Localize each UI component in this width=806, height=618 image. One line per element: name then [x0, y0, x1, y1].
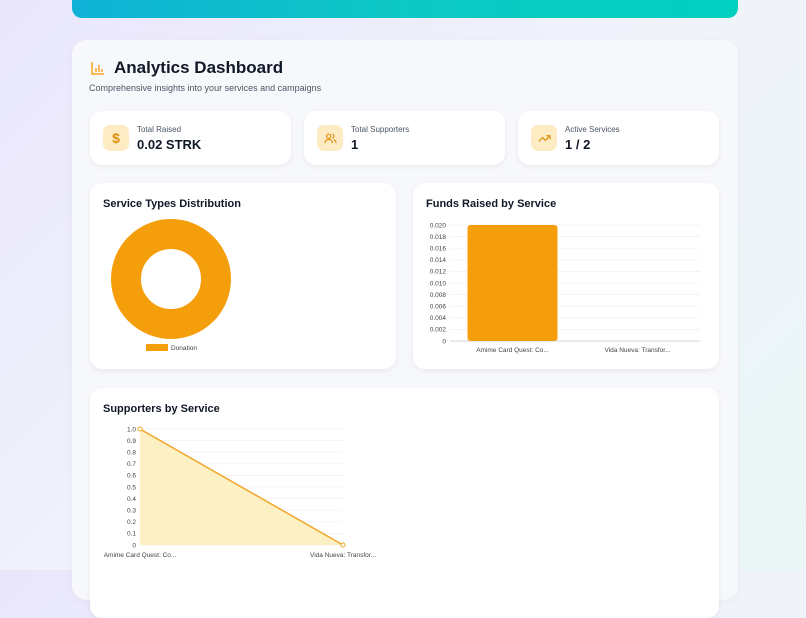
y-tick-label: 0.020 [430, 222, 447, 229]
y-tick-label: 0.1 [127, 531, 136, 538]
donut-slice-donation[interactable] [111, 219, 231, 339]
stat-value: 1 [351, 137, 359, 152]
funds-raised-card: Funds Raised by Service 0 0.002 0.004 0.006… [413, 183, 719, 369]
service-types-card: Service Types Distribution Donation [90, 183, 396, 369]
stat-label: Active Services [565, 125, 620, 134]
stat-label: Total Raised [137, 125, 182, 134]
donut-chart: Donation [111, 219, 231, 352]
data-point [137, 426, 143, 432]
stat-label: Total Supporters [351, 125, 410, 134]
x-tick-label: Vida Nueva: Transfor... [310, 552, 376, 559]
x-tick-label: Vida Nueva: Transfor... [605, 347, 671, 354]
chart-title: Funds Raised by Service [426, 198, 557, 210]
y-tick-label: 0 [132, 542, 136, 549]
y-tick-label: 0.018 [430, 234, 447, 241]
y-tick-label: 0.002 [430, 327, 447, 334]
y-tick-label: 0.008 [430, 292, 447, 299]
series-line [139, 428, 344, 546]
stat-active-services: Active Services 1 / 2 [518, 111, 719, 165]
y-tick-label: 0 [442, 338, 446, 345]
y-tick-label: 0.016 [430, 246, 447, 253]
bar-chart-icon [91, 62, 104, 75]
y-tick-label: 0.006 [430, 304, 447, 311]
trending-up-icon [531, 125, 557, 151]
legend-label: Donation [171, 345, 197, 352]
chart-title: Service Types Distribution [103, 198, 241, 210]
bar-chart: 0 0.002 0.004 0.006 0.008 0.010 0.012 0.014 0.01… [430, 222, 700, 354]
title-text: Analytics Dashboard [114, 58, 284, 77]
supporters-card: Supporters by Service 0 0.1 0.2 0.3 0.4 0.5 0.… [90, 388, 719, 618]
y-tick-label: 0.014 [430, 257, 447, 264]
chart-title: Supporters by Service [103, 403, 220, 415]
page-subtitle: Comprehensive insights into your service… [89, 83, 322, 93]
y-tick-label: 1.0 [127, 426, 136, 433]
y-tick-label: 0.004 [430, 315, 447, 322]
legend-swatch [146, 344, 168, 351]
y-tick-label: 0.012 [430, 269, 447, 276]
y-tick-label: 0.5 [127, 484, 136, 491]
dollar-icon: $ [103, 125, 129, 151]
x-tick-label: Amime Card Quest: Co... [476, 347, 549, 354]
top-banner [72, 0, 738, 18]
area-chart: 0 0.1 0.2 0.3 0.4 0.5 0.6 0.7 0.8 0.9 1.0 Amime Car… [104, 426, 376, 559]
page-title: Analytics Dashboard [90, 58, 283, 78]
y-tick-label: 0.8 [127, 450, 136, 457]
x-tick-label: Amime Card Quest: Co... [104, 552, 177, 559]
y-tick-label: 0.9 [127, 438, 136, 445]
y-tick-label: 0.6 [127, 473, 136, 480]
users-icon [317, 125, 343, 151]
analytics-dashboard: Analytics Dashboard Comprehensive insigh… [72, 40, 738, 618]
stat-total-raised: $ Total Raised 0.02 STRK [90, 111, 291, 165]
y-tick-label: 0.010 [430, 280, 447, 287]
stat-value: 1 / 2 [565, 137, 591, 152]
y-tick-label: 0.2 [127, 519, 136, 526]
data-point [340, 542, 346, 548]
y-tick-label: 0.4 [127, 496, 136, 503]
y-tick-label: 0.3 [127, 508, 136, 515]
y-tick-label: 0.7 [127, 461, 136, 468]
stat-total-supporters: Total Supporters 1 [304, 111, 505, 165]
stat-value: 0.02 STRK [137, 137, 202, 152]
bar [467, 225, 558, 341]
